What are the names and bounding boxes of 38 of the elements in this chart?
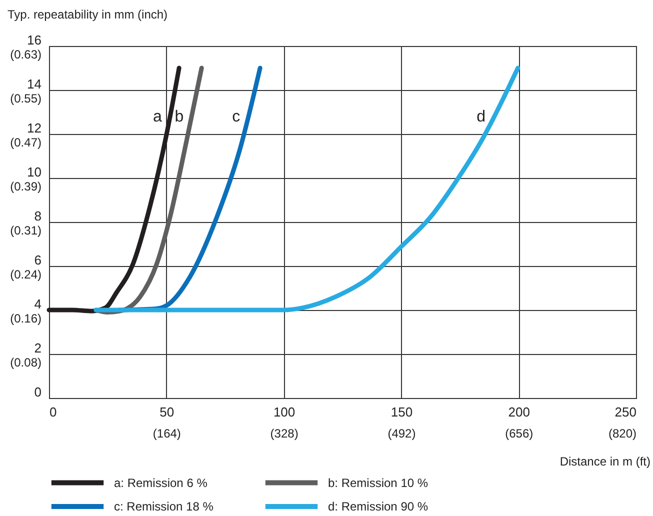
x2-tick-label: (492): [388, 426, 416, 440]
y2-tick-label: (0.63): [10, 48, 42, 62]
x-tick-label: 200: [508, 404, 530, 420]
annotation: d: [476, 108, 486, 126]
y-tick-label: 16: [27, 32, 42, 48]
y2-tick-label: (0.55): [10, 92, 42, 106]
x-tick-label: 150: [390, 404, 413, 420]
annotation: c: [232, 108, 240, 126]
y-tick-label: 2: [34, 340, 42, 356]
x2-tick-label: (820): [608, 426, 636, 440]
legend-label: a: Remission 6 %: [114, 476, 208, 490]
y-tick-label: 8: [34, 208, 42, 224]
y2-tick-label: (0.16): [10, 312, 42, 326]
x-tick-label: 0: [50, 404, 57, 420]
annotation: b: [174, 108, 184, 126]
x2-tick-label: (328): [270, 426, 298, 440]
annotation: a: [153, 108, 162, 126]
legend-label: c: Remission 18 %: [114, 500, 214, 514]
y-tick-label: 4: [34, 296, 42, 312]
x-tick-label: 50: [160, 404, 174, 420]
x-axis-title: Distance in m (ft): [560, 454, 650, 468]
x-tick-label: 250: [614, 404, 636, 420]
x2-tick-label: (656): [505, 426, 534, 440]
y-tick-label: 6: [34, 252, 42, 268]
y2-tick-label: (0.08): [10, 356, 42, 370]
y-axis-title: Typ. repeatability in mm (inch): [8, 8, 168, 22]
legend-label: d: Remission 90 %: [328, 500, 428, 514]
x2-tick-label: (164): [152, 426, 181, 440]
y2-tick-label: (0.24): [10, 268, 42, 282]
legend-label: b: Remission 10 %: [328, 476, 428, 490]
y-tick-label: 12: [27, 120, 42, 136]
y2-tick-label: (0.39): [10, 180, 42, 194]
y2-tick-label: (0.31): [10, 224, 42, 238]
y-tick-label: 14: [27, 76, 42, 92]
y-tick-label: 10: [27, 164, 42, 180]
y-tick-label: 0: [34, 384, 42, 400]
x-tick-label: 100: [273, 404, 296, 420]
y2-tick-label: (0.47): [10, 136, 42, 150]
